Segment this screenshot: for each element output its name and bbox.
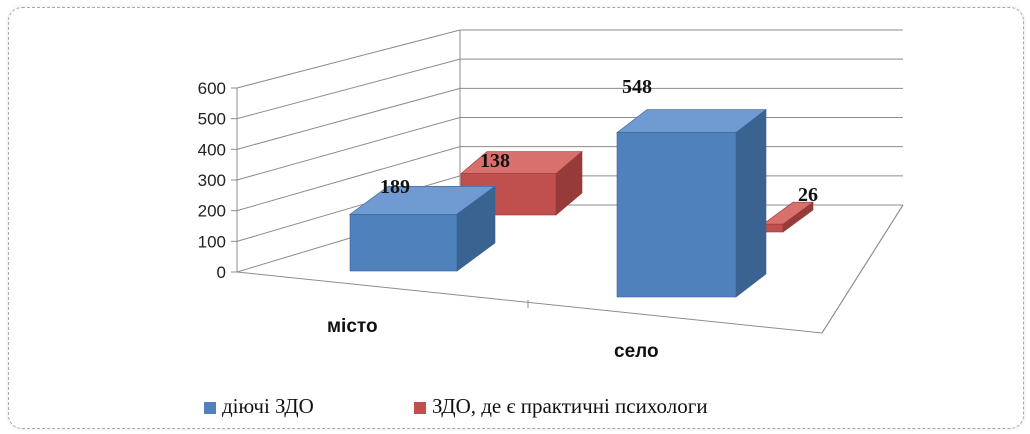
- y-tick-label: 300: [198, 171, 226, 190]
- data-label: 26: [798, 184, 818, 206]
- bar-front: [616, 132, 737, 298]
- bar-0-1: [616, 108, 767, 298]
- category-label: місто: [327, 316, 378, 337]
- data-label: 548: [622, 76, 652, 98]
- gridline: [236, 58, 903, 120]
- y-tick-label: 600: [198, 79, 226, 98]
- gridline: [236, 87, 903, 150]
- y-tick-label: 500: [198, 110, 226, 129]
- floor-right-edge: [821, 204, 904, 334]
- bar-1-0: [460, 150, 583, 216]
- bar-0-0: [349, 185, 496, 272]
- bar-1-1: [762, 201, 814, 233]
- bar-side: [735, 108, 767, 298]
- data-label: 189: [380, 176, 410, 198]
- data-label: 138: [480, 150, 510, 172]
- bar-front: [349, 214, 458, 272]
- y-tick-label: 200: [198, 202, 226, 221]
- legend-label: ЗДО, де є практичні психологи: [432, 394, 708, 418]
- y-tick-label: 0: [217, 263, 226, 282]
- floor-edge: [236, 204, 904, 334]
- legend-label: діючі ЗДО: [222, 394, 314, 418]
- legend-swatch: [204, 402, 216, 414]
- chart-frame: [8, 7, 1024, 429]
- legend-swatch: [414, 402, 426, 414]
- y-tick-label: 100: [198, 232, 226, 251]
- category-label: село: [614, 341, 659, 362]
- y-tick-label: 400: [198, 140, 226, 159]
